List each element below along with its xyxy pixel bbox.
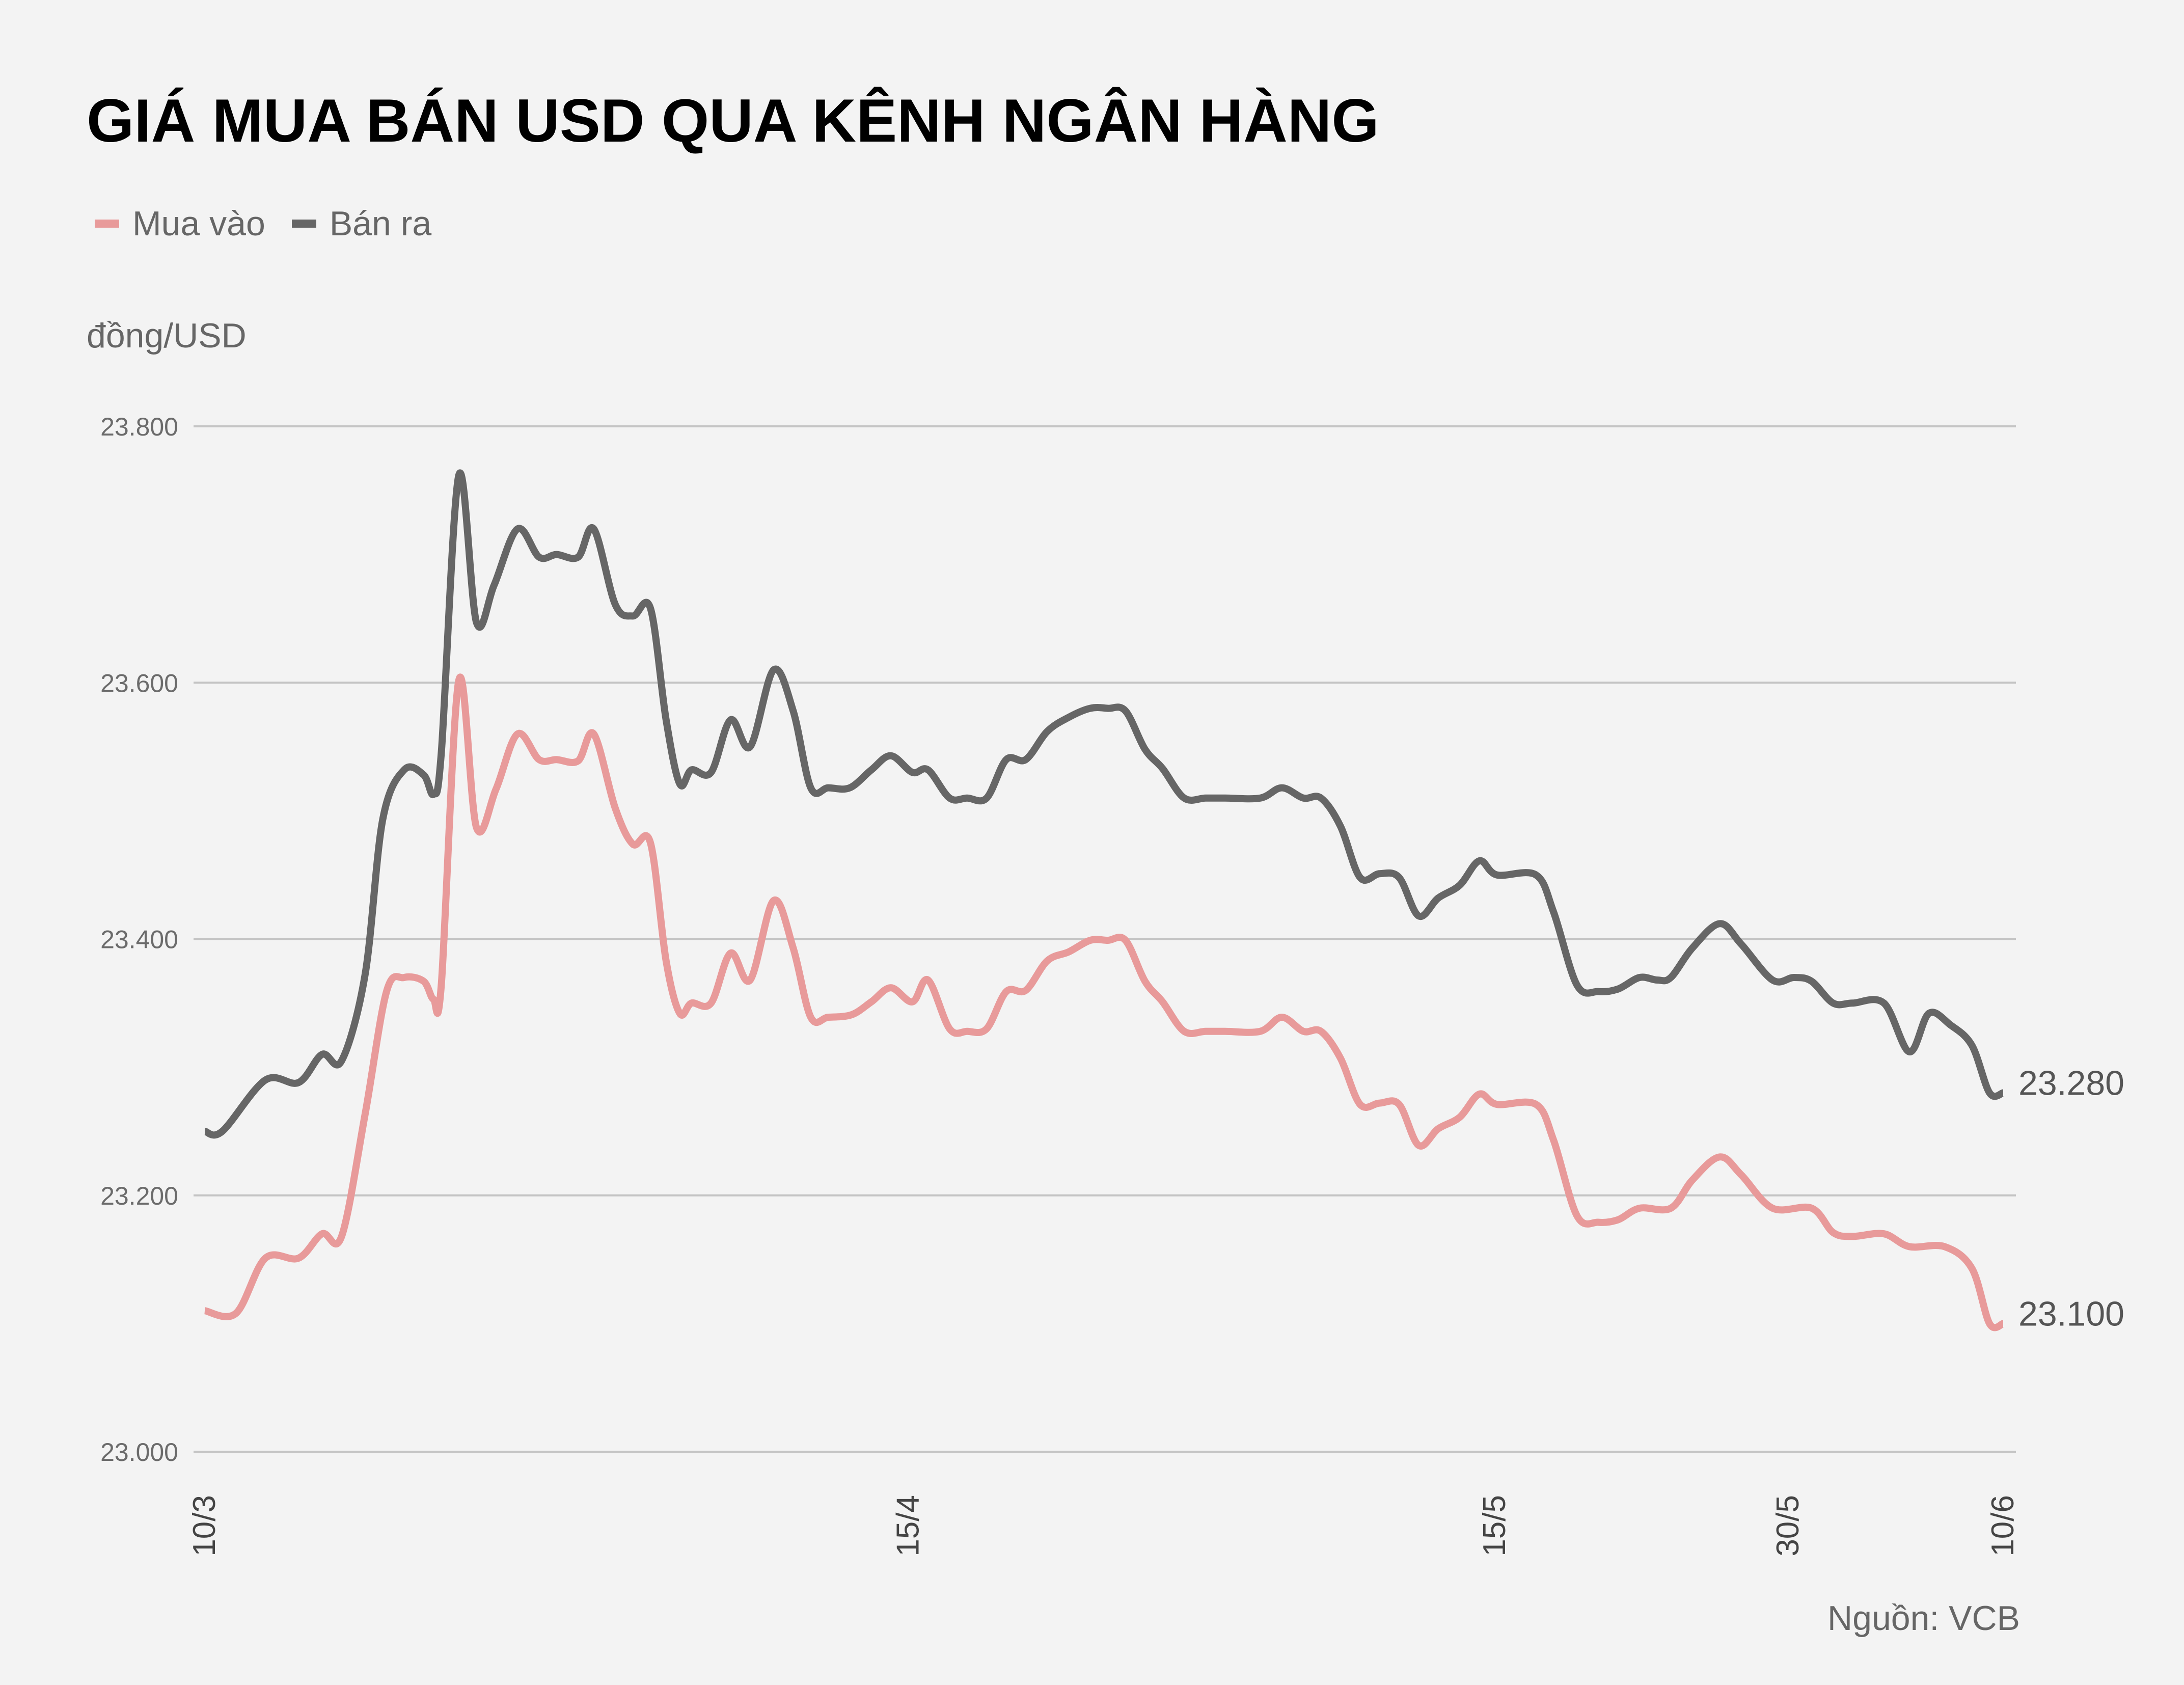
legend: Mua vào Bán ra	[95, 204, 458, 243]
legend-swatch-sell	[291, 220, 316, 228]
sell-price-line	[204, 469, 2005, 1139]
x-tick-label: 15/5	[1477, 1495, 1512, 1557]
end-value-labels: 23.280 23.100	[2018, 1064, 2124, 1333]
gridlines	[194, 425, 2016, 1453]
x-tick-label: 10/3	[187, 1495, 222, 1557]
buy-price-line	[204, 673, 2005, 1331]
legend-item-sell: Bán ra	[291, 204, 432, 243]
legend-label-buy: Mua vào	[132, 204, 265, 243]
y-axis-unit-label: đồng/USD	[87, 316, 247, 355]
chart-title: GIÁ MUA BÁN USD QUA KÊNH NGÂN HÀNG	[87, 87, 1379, 155]
y-tick-label: 23.400	[100, 926, 178, 954]
buy-end-label: 23.100	[2018, 1294, 2124, 1333]
y-tick-label: 23.200	[100, 1182, 178, 1210]
x-axis-ticks: 10/3 15/4 15/5 30/5 10/6	[187, 1495, 2021, 1557]
y-tick-label: 23.800	[100, 413, 178, 441]
y-axis-ticks: 23.000 23.200 23.400 23.600 23.800	[100, 413, 178, 1466]
sell-end-label: 23.280	[2018, 1064, 2124, 1102]
x-tick-label: 15/4	[891, 1495, 926, 1557]
y-tick-label: 23.600	[100, 669, 178, 697]
source-note: Nguồn: VCB	[1827, 1599, 2020, 1638]
x-tick-label: 30/5	[1770, 1495, 1806, 1557]
x-tick-label: 10/6	[1985, 1495, 2021, 1557]
legend-label-sell: Bán ra	[329, 204, 432, 243]
legend-item-buy: Mua vào	[95, 204, 265, 243]
y-tick-label: 23.000	[100, 1438, 178, 1466]
legend-swatch-buy	[95, 220, 119, 228]
series-lines	[204, 469, 2005, 1331]
